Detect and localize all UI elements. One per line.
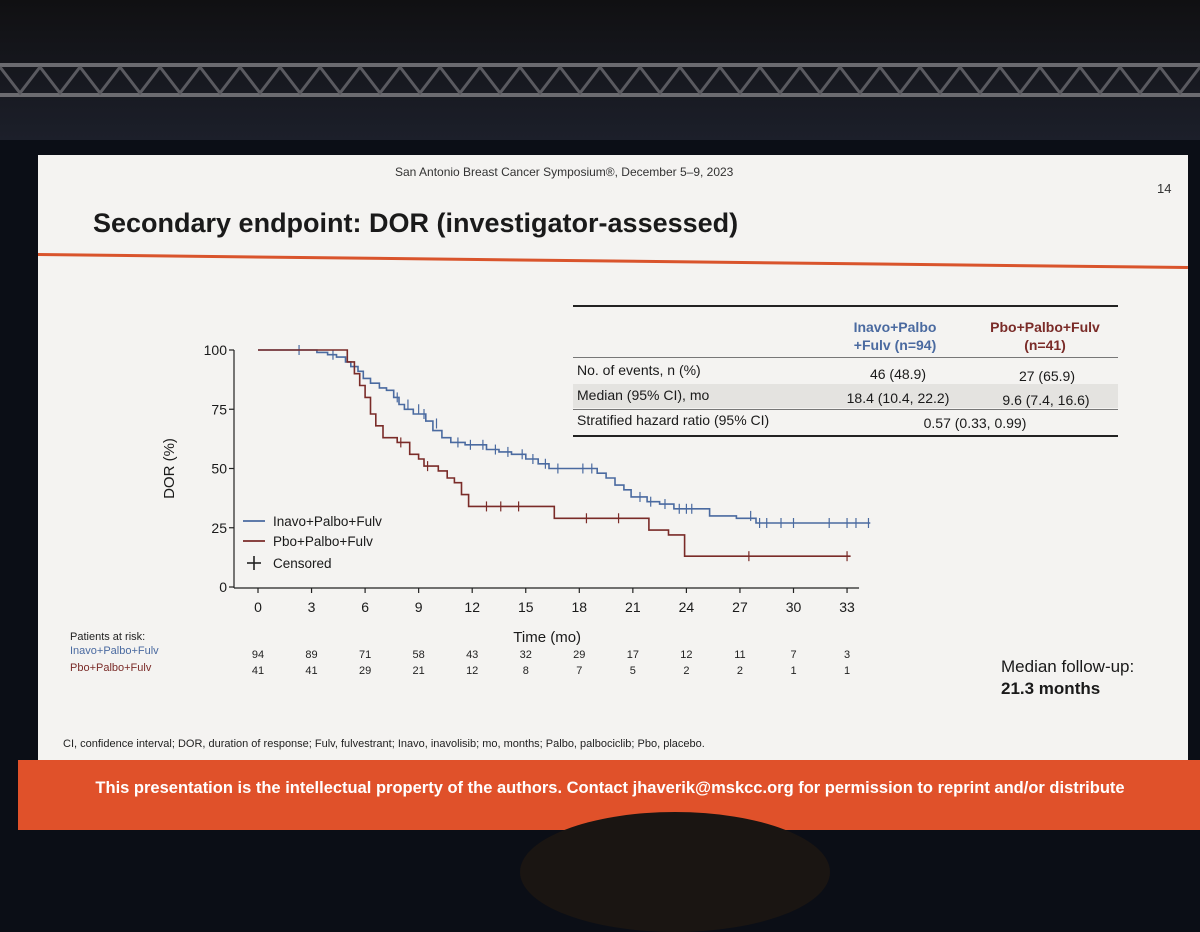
at-risk-count: 21 [412, 665, 425, 677]
table-bottom-rule [573, 435, 1118, 437]
col-header-pbo-line1: Pbo+Palbo+Fulv [990, 319, 1100, 335]
at-risk-count: 29 [358, 665, 372, 677]
copyright-banner-text: This presentation is the intellectual pr… [95, 779, 1125, 797]
at-risk-count: 94 [251, 649, 265, 661]
at-risk-count: 7 [790, 649, 797, 661]
at-risk-count: 11 [734, 649, 746, 661]
x-tick-label: 18 [572, 599, 588, 615]
at-risk-count: 1 [843, 665, 851, 677]
row-hr-value: 0.57 (0.33, 0.99) [923, 415, 1027, 431]
at-risk-count: 32 [519, 649, 532, 661]
x-tick-label: 24 [679, 599, 695, 615]
y-tick-label: 0 [219, 579, 227, 595]
x-tick-label: 12 [464, 599, 480, 615]
at-risk-arm-inavo: Inavo+Palbo+Fulv [70, 645, 159, 657]
col-header-inavo-line1: Inavo+Palbo [853, 319, 937, 335]
table-header-rule [573, 357, 1118, 358]
x-tick-label: 3 [308, 599, 316, 615]
x-tick-label: 15 [518, 599, 534, 615]
slide-title: Secondary endpoint: DOR (investigator-as… [93, 208, 739, 238]
x-tick-label: 30 [786, 599, 802, 615]
at-risk-count: 71 [358, 649, 372, 661]
audience-head-silhouette [520, 812, 830, 932]
legend-label-censored: Censored [273, 556, 332, 571]
y-tick-label: 100 [204, 342, 228, 358]
table-top-rule [573, 305, 1118, 307]
row-events-inavo: 46 (48.9) [869, 366, 927, 382]
km-curve-pbo [258, 349, 851, 558]
x-tick-label: 9 [415, 599, 423, 615]
conference-header: San Antonio Breast Cancer Symposium®, De… [395, 165, 734, 179]
row-events-pbo: 27 (65.9) [1018, 368, 1076, 384]
x-tick-label: 33 [839, 599, 855, 615]
at-risk-count: 12 [466, 665, 479, 677]
at-risk-count: 12 [680, 649, 693, 661]
at-risk-count: 5 [629, 665, 636, 677]
km-chart: 0 25 50 75 100 0 3 6 9 12 15 18 21 24 27 30 33 Time (mo) D… [161, 342, 871, 646]
row-events-label: No. of events, n (%) [577, 362, 701, 378]
at-risk-label: Patients at risk: [70, 631, 146, 643]
x-tick-label: 6 [361, 599, 369, 615]
at-risk-count: 17 [626, 649, 639, 661]
table-row-rule [573, 409, 1118, 410]
x-axis-title: Time (mo) [513, 629, 581, 646]
at-risk-count: 43 [466, 649, 479, 661]
lighting-truss [0, 63, 1200, 97]
col-header-inavo: Inavo+Palbo +Fulv (n=94) [820, 318, 970, 354]
at-risk-arm-pbo: Pbo+Palbo+Fulv [70, 662, 152, 674]
median-followup-label: Median follow-up: [1001, 657, 1135, 676]
slide-page-number: 14 [1157, 181, 1172, 196]
table-row-shade [573, 384, 1118, 408]
y-tick-label: 75 [211, 401, 227, 417]
km-curve-inavo [258, 349, 871, 524]
legend-label-inavo: Inavo+Palbo+Fulv [273, 514, 382, 529]
x-tick-label: 0 [254, 599, 262, 615]
legend-label-pbo: Pbo+Palbo+Fulv [273, 534, 373, 549]
x-tick-label: 21 [625, 599, 641, 615]
col-header-pbo-line2: (n=41) [1024, 337, 1066, 353]
at-risk-count: 58 [412, 649, 425, 661]
at-risk-count: 7 [576, 665, 583, 677]
at-risk-count: 41 [251, 665, 265, 677]
ceiling-backdrop [0, 0, 1200, 140]
at-risk-count: 1 [790, 665, 797, 677]
at-risk-count: 2 [736, 665, 743, 677]
row-median-label: Median (95% CI), mo [577, 387, 710, 403]
row-median-inavo: 18.4 (10.4, 22.2) [846, 390, 950, 406]
row-median-pbo: 9.6 (7.4, 16.6) [1002, 392, 1090, 408]
median-followup-value: 21.3 months [1001, 679, 1101, 698]
x-tick-label: 27 [732, 599, 748, 615]
slide-footnote: CI, confidence interval; DOR, duration o… [63, 738, 705, 750]
at-risk-count: 29 [573, 649, 586, 661]
col-header-inavo-line2: +Fulv (n=94) [853, 337, 937, 353]
at-risk-count: 89 [305, 649, 318, 661]
at-risk-count: 3 [843, 649, 851, 661]
at-risk-count: 41 [305, 665, 318, 677]
y-tick-label: 50 [211, 461, 227, 477]
row-hr-label: Stratified hazard ratio (95% CI) [577, 412, 770, 428]
y-tick-label: 25 [211, 520, 227, 536]
col-header-pbo: Pbo+Palbo+Fulv (n=41) [970, 318, 1120, 354]
at-risk-count: 8 [522, 665, 529, 677]
y-axis-title: DOR (%) [161, 438, 178, 499]
at-risk-count: 2 [683, 665, 690, 677]
